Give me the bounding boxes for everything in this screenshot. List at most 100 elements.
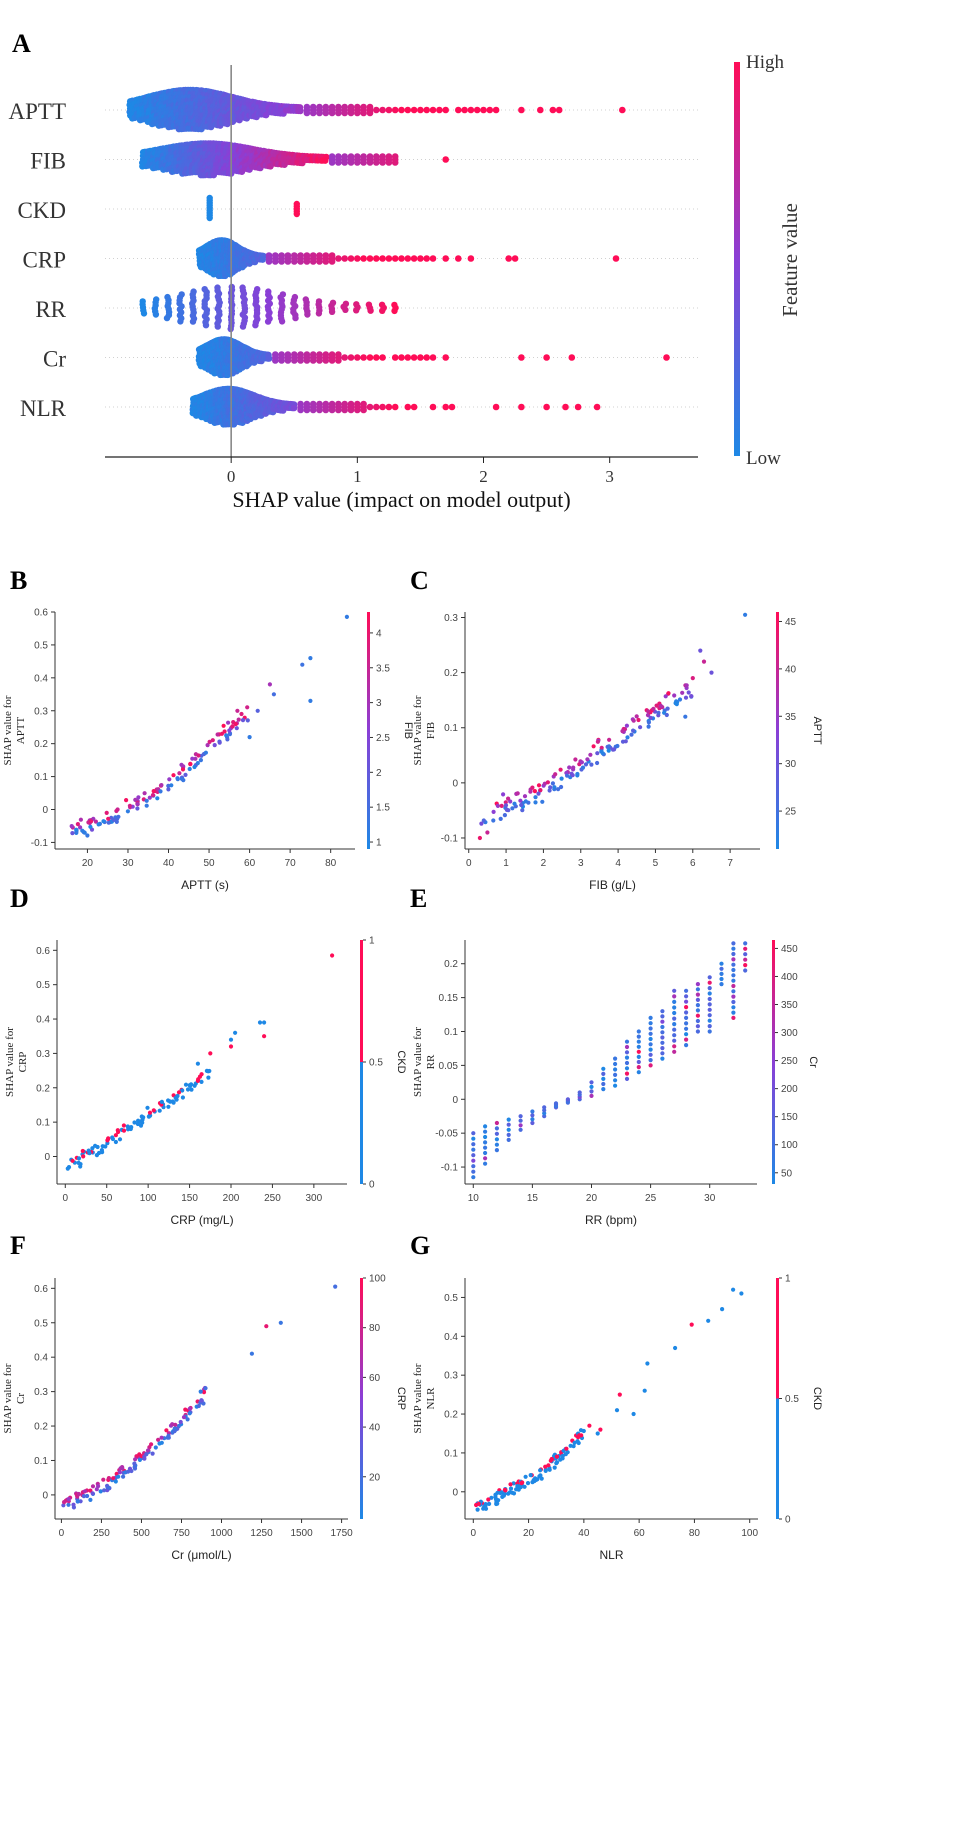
scatter-point: [199, 1079, 204, 1084]
scatter-point: [624, 723, 630, 728]
colorbar-tick-label: 60: [369, 1373, 381, 1384]
x-tick-label: 20: [82, 858, 94, 869]
scatter-point: [155, 796, 160, 801]
scatter-point: [481, 1506, 486, 1511]
scatter-point: [591, 744, 596, 749]
beeswarm-point: [347, 255, 355, 262]
beeswarm-point: [321, 157, 329, 164]
panel-label-E: E: [410, 884, 427, 913]
scatter-point: [210, 738, 215, 743]
beeswarm-row-CRP: [195, 237, 620, 280]
scatter-point: [330, 953, 335, 958]
scatter-point: [533, 795, 538, 800]
scatter-point: [707, 991, 712, 996]
scatter-point: [589, 762, 594, 767]
beeswarm-point: [612, 255, 620, 262]
scatter-point: [264, 1324, 269, 1329]
colorbar-title: Feature value: [778, 203, 802, 317]
beeswarm-point: [303, 406, 311, 414]
beeswarm-point: [385, 255, 393, 262]
scatter-point: [599, 745, 604, 750]
scatter-point: [707, 975, 712, 980]
scatter-point: [506, 796, 511, 801]
scatter-point: [629, 732, 634, 737]
beeswarm-point: [354, 406, 361, 414]
scatter-point: [648, 1015, 653, 1021]
beeswarm-point: [214, 323, 221, 330]
scatter-point: [684, 994, 689, 999]
scatter-point: [589, 1093, 594, 1098]
beeswarm-point: [417, 255, 424, 262]
scatter-point: [494, 1137, 499, 1142]
x-tick-label: 10: [468, 1193, 480, 1204]
beeswarm-point: [373, 403, 380, 411]
scatter-point: [159, 783, 164, 788]
scatter-point: [695, 987, 701, 992]
scatter-point: [192, 764, 197, 770]
beeswarm-point: [379, 255, 386, 262]
scatter-point: [731, 946, 736, 951]
scatter-point: [78, 825, 83, 830]
scatter-point: [167, 777, 172, 782]
scatter-point: [81, 1494, 86, 1499]
scatter-point: [660, 1051, 665, 1056]
beeswarm-point: [366, 354, 374, 361]
beeswarm-point: [353, 307, 360, 314]
beeswarm-point: [663, 354, 670, 361]
colorbar-title: APTT: [811, 716, 823, 744]
y-axis-title-line1: SHAP value for: [4, 1027, 16, 1097]
scatter-point: [648, 1058, 653, 1063]
scatter-point: [245, 718, 250, 723]
colorbar-tick-label: 2: [376, 768, 382, 779]
scatter-point: [471, 1131, 476, 1136]
scatter-point: [554, 1454, 560, 1459]
scatter-point: [479, 821, 484, 826]
colorbar-tick-label: 350: [781, 1000, 798, 1011]
scatter-point: [471, 1169, 476, 1174]
scatter-point: [471, 1164, 476, 1169]
scatter-point: [96, 1150, 102, 1156]
beeswarm-point: [549, 106, 557, 114]
scatter-point: [485, 830, 490, 835]
scatter-point: [508, 799, 513, 804]
scatter-point: [684, 1005, 689, 1010]
beeswarm-point: [398, 255, 405, 262]
colorbar-title: CKD: [395, 1050, 407, 1073]
panel-label-B: B: [10, 566, 27, 595]
scatter-point: [559, 784, 564, 790]
beeswarm-point: [189, 318, 197, 325]
scatter-point: [701, 659, 707, 664]
beeswarm-point: [373, 354, 380, 361]
scatter-point: [552, 1465, 557, 1470]
scatter-point: [80, 1148, 85, 1154]
scatter-point: [660, 1014, 665, 1019]
beeswarm-point: [322, 406, 330, 414]
colorbar-tick-label: 250: [781, 1056, 798, 1067]
scatter-point: [180, 767, 186, 772]
scatter-point: [187, 1411, 192, 1416]
beeswarm-point: [360, 109, 367, 117]
y-tick-label: -0.1: [441, 1163, 459, 1174]
colorbar-tick-label: 450: [781, 944, 798, 955]
beeswarm-point: [366, 255, 374, 262]
scatter-point: [88, 1497, 93, 1502]
scatter-point: [660, 1040, 665, 1045]
scatter-point: [78, 1164, 83, 1169]
scatter-point: [503, 1488, 508, 1493]
scatter-point: [471, 1175, 476, 1180]
beeswarm-point: [328, 357, 336, 364]
scatter-point: [613, 1067, 618, 1072]
scatter-point: [500, 1494, 505, 1499]
beeswarm-point: [511, 255, 519, 262]
beeswarm-point: [341, 159, 349, 166]
scatter-point: [506, 808, 511, 813]
scatter-point: [731, 967, 736, 973]
scatter-point: [486, 1497, 491, 1502]
x-axis-title: NLR: [599, 1548, 623, 1562]
scatter-point: [141, 1115, 146, 1120]
scatter-point: [543, 1468, 548, 1473]
scatter-point: [636, 1029, 641, 1034]
x-tick-label: 70: [285, 858, 297, 869]
scatter-point: [731, 978, 736, 983]
